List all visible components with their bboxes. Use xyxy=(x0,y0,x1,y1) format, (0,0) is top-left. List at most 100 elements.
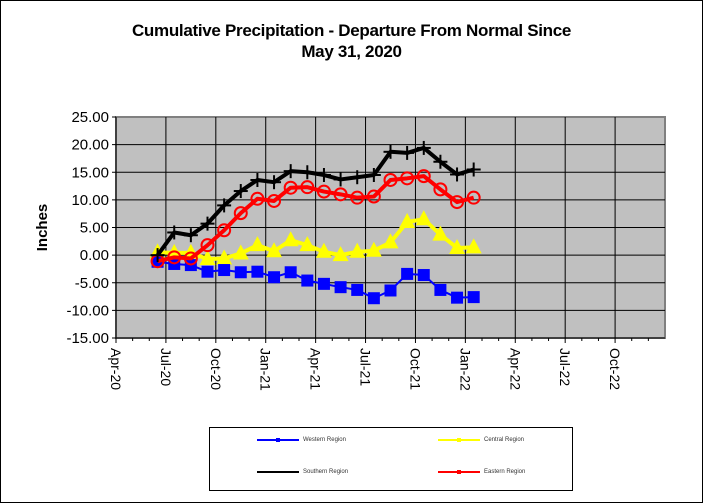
data-point-southern-region xyxy=(283,164,298,179)
data-point-central-region xyxy=(465,238,482,254)
data-point-central-region xyxy=(315,242,332,258)
data-point-western-region xyxy=(251,265,264,278)
series-central-region xyxy=(149,210,482,265)
legend-item-southern: Southern Region xyxy=(257,469,348,475)
data-point-southern-region xyxy=(450,167,465,182)
data-point-central-region xyxy=(299,236,316,252)
data-point-central-region xyxy=(432,225,449,241)
data-point-central-region xyxy=(332,246,349,262)
data-point-central-region xyxy=(382,233,399,249)
data-point-southern-region xyxy=(433,154,448,169)
data-point-eastern-region xyxy=(366,189,381,204)
data-point-western-region xyxy=(218,264,231,277)
data-point-southern-region xyxy=(383,144,398,159)
data-point-southern-region xyxy=(350,170,365,185)
x-tick-label: Oct-22 xyxy=(607,348,623,390)
data-point-central-region xyxy=(249,236,266,252)
data-point-central-region xyxy=(349,242,366,258)
data-point-western-region xyxy=(451,291,464,304)
x-tick-label: Jul-21 xyxy=(358,348,374,386)
data-point-southern-region xyxy=(400,145,415,160)
data-point-southern-region xyxy=(316,168,331,183)
data-point-eastern-region xyxy=(283,180,298,195)
axes: 25.00 20.00 15.00 10.00 5.00 0.00 -5.00 -10.00 -… xyxy=(66,109,665,391)
legend-label-central: Central Region xyxy=(484,437,525,443)
data-point-eastern-region xyxy=(233,206,248,221)
data-point-western-region xyxy=(317,277,330,290)
data-point-western-region xyxy=(234,266,247,279)
data-point-eastern-region xyxy=(167,250,182,265)
data-point-eastern-region xyxy=(450,195,465,210)
data-point-eastern-region xyxy=(300,180,315,195)
series-line-eastern-region xyxy=(157,174,475,264)
data-point-western-region xyxy=(284,266,297,279)
data-point-western-region xyxy=(268,271,281,284)
x-tick-label: Oct-21 xyxy=(407,348,423,390)
data-point-eastern-region xyxy=(250,191,265,206)
data-point-western-region xyxy=(434,283,447,296)
legend-swatch-eastern xyxy=(438,470,480,474)
data-point-eastern-region xyxy=(267,193,282,208)
chart-title: Cumulative Precipitation - Departure Fro… xyxy=(0,20,703,62)
legend-label-western: Western Region xyxy=(303,437,346,443)
y-axis-label: Inches xyxy=(34,204,51,252)
y-tick-label: -5.00 xyxy=(75,275,109,292)
data-point-central-region xyxy=(449,238,466,254)
data-point-eastern-region xyxy=(400,171,415,186)
data-point-eastern-region xyxy=(433,182,448,197)
series-layer xyxy=(149,140,482,305)
data-point-eastern-region xyxy=(316,184,331,199)
data-point-southern-region xyxy=(466,162,481,177)
y-tick-label: 10.00 xyxy=(71,192,109,209)
data-point-eastern-region xyxy=(183,251,198,266)
data-point-western-region xyxy=(367,292,380,305)
data-point-southern-region xyxy=(167,225,182,240)
data-point-central-region xyxy=(216,249,233,265)
data-point-western-region xyxy=(334,281,347,294)
data-point-central-region xyxy=(199,249,216,265)
data-point-southern-region xyxy=(183,228,198,243)
legend: Western Region Central Region Southern R… xyxy=(209,427,573,491)
x-tick-label: Apr-21 xyxy=(308,348,324,390)
legend-item-central: Central Region xyxy=(438,437,524,443)
x-tick-label: Apr-20 xyxy=(108,348,124,390)
data-point-western-region xyxy=(384,284,397,297)
data-point-southern-region xyxy=(250,172,265,187)
legend-swatch-western xyxy=(257,438,299,442)
data-point-western-region xyxy=(417,269,430,282)
data-point-eastern-region xyxy=(350,190,365,205)
data-point-western-region xyxy=(401,267,414,280)
series-western-region xyxy=(151,255,480,305)
data-point-eastern-region xyxy=(200,238,215,253)
chart-title-line1: Cumulative Precipitation - Departure Fro… xyxy=(131,21,572,40)
data-point-western-region xyxy=(301,274,314,287)
data-point-western-region xyxy=(201,265,214,278)
y-tick-label: 20.00 xyxy=(71,137,109,154)
data-point-central-region xyxy=(282,231,299,247)
data-point-southern-region xyxy=(200,216,215,231)
y-tick-label: -10.00 xyxy=(66,302,109,319)
y-tick-label: 0.00 xyxy=(80,247,109,264)
data-point-central-region xyxy=(365,241,382,257)
y-tick-label: 25.00 xyxy=(71,109,109,126)
data-point-southern-region xyxy=(233,184,248,199)
data-point-central-region xyxy=(266,242,283,258)
legend-label-southern: Southern Region xyxy=(303,469,349,475)
data-point-southern-region xyxy=(300,165,315,180)
y-tick-label: -15.00 xyxy=(66,330,109,347)
y-tick-label: 5.00 xyxy=(80,220,109,237)
legend-swatch-central xyxy=(438,438,480,442)
x-tick-label: Apr-22 xyxy=(507,348,523,390)
data-point-central-region xyxy=(399,212,416,228)
x-tick-label: Jul-22 xyxy=(557,348,573,386)
data-point-southern-region xyxy=(267,175,282,190)
data-point-central-region xyxy=(232,244,249,260)
x-tick-label: Jan-21 xyxy=(258,348,274,391)
chart-title-line2: May 31, 2020 xyxy=(301,42,402,61)
data-point-eastern-region xyxy=(333,187,348,202)
x-tick-label: Oct-20 xyxy=(208,348,224,390)
legend-label-eastern: Eastern Region xyxy=(484,469,526,475)
data-point-southern-region xyxy=(366,168,381,183)
data-point-eastern-region xyxy=(416,169,431,184)
